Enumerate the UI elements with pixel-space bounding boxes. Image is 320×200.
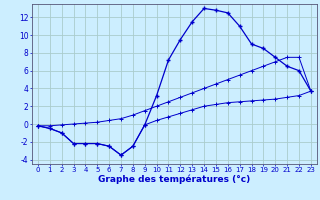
X-axis label: Graphe des températures (°c): Graphe des températures (°c) bbox=[98, 175, 251, 184]
